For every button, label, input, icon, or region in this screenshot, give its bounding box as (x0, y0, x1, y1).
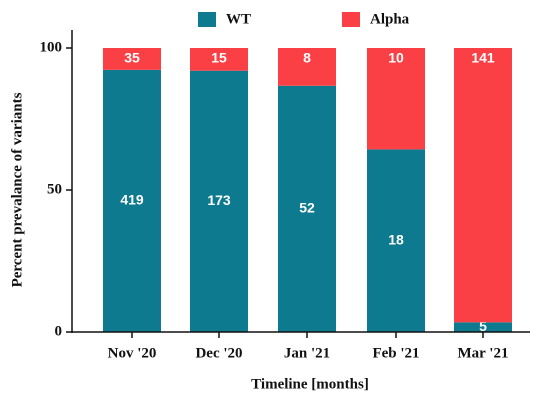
y-tick-label: 0 (55, 323, 63, 339)
x-tick-label: Dec '20 (195, 345, 242, 361)
y-tick-label: 100 (40, 39, 63, 55)
data-label: 419 (120, 192, 144, 208)
x-tick-label: Jan '21 (284, 345, 330, 361)
data-label: 52 (299, 200, 315, 216)
data-label: 8 (303, 50, 311, 66)
x-tick-label: Nov '20 (108, 345, 157, 361)
legend-label: WT (226, 11, 251, 27)
bar-segment (367, 48, 425, 150)
data-label: 35 (124, 50, 140, 66)
data-label: 10 (388, 50, 404, 66)
y-axis-label: Percent prevalance of variants (9, 92, 25, 287)
data-label: 5 (479, 318, 487, 334)
bar-segment (103, 48, 161, 70)
bar-segment (190, 70, 248, 332)
y-tick-label: 50 (47, 181, 62, 197)
data-label: 15 (211, 50, 227, 66)
legend-swatch (198, 12, 216, 27)
bar-segment (454, 322, 512, 332)
data-label: 18 (388, 231, 404, 247)
data-label: 173 (207, 192, 231, 208)
bar-segment (278, 48, 336, 86)
bar-segment (103, 69, 161, 333)
bar-segment (190, 48, 248, 71)
x-tick-label: Mar '21 (458, 345, 509, 361)
data-label: 141 (471, 50, 495, 66)
x-axis-label: Timeline [months] (251, 376, 369, 392)
legend-label: Alpha (370, 11, 410, 27)
x-tick-label: Feb '21 (372, 345, 419, 361)
legend-swatch (342, 12, 360, 27)
bar-segment (454, 48, 512, 323)
bar-segment (278, 85, 336, 332)
bar-segment (367, 149, 425, 332)
